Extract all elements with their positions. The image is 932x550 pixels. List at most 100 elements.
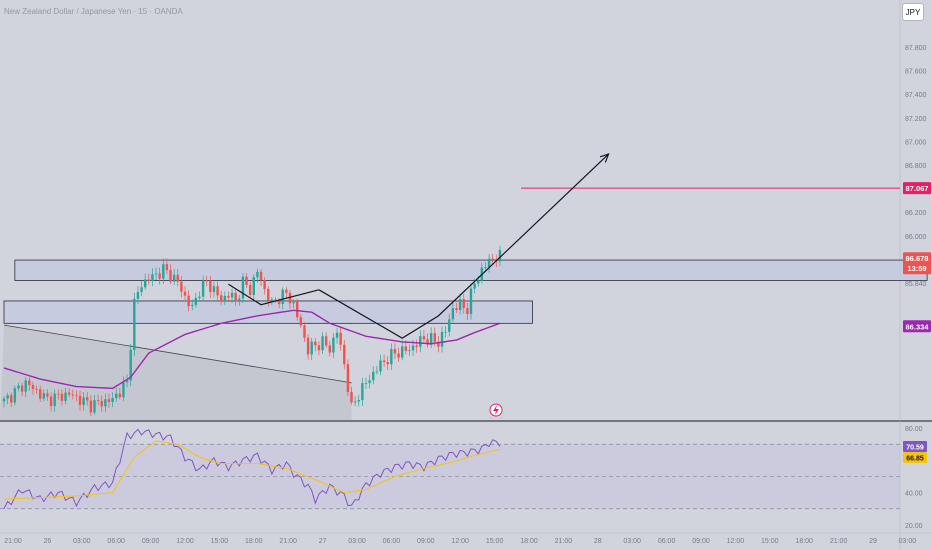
candle-body bbox=[462, 299, 465, 309]
candle-body bbox=[154, 273, 158, 275]
candle-body bbox=[285, 289, 288, 293]
rsi-label-rsi bbox=[903, 441, 927, 452]
candle-body bbox=[57, 393, 60, 395]
rsi-label-text-rsi_ma: 66.85 bbox=[906, 456, 924, 463]
candle-body bbox=[458, 299, 462, 311]
candle-body bbox=[469, 288, 473, 314]
candle-body bbox=[71, 394, 74, 396]
candle-body bbox=[234, 292, 237, 301]
candle-body bbox=[6, 395, 9, 399]
candle-body bbox=[86, 397, 89, 401]
candle-body bbox=[28, 380, 31, 386]
currency-button[interactable]: JPY bbox=[902, 3, 924, 21]
time-tick-label: 21:00 bbox=[4, 538, 22, 545]
candle-body bbox=[227, 295, 230, 298]
candle-body bbox=[2, 398, 6, 402]
candle-body bbox=[46, 393, 49, 397]
candle-body bbox=[422, 336, 426, 340]
candle-body bbox=[259, 271, 263, 281]
candle-body bbox=[372, 371, 375, 381]
candle-body bbox=[252, 277, 255, 295]
price-tick-label: 87.200 bbox=[905, 116, 927, 123]
time-tick-label: 09:00 bbox=[692, 538, 710, 545]
candle-body bbox=[209, 280, 212, 293]
candle-body bbox=[448, 319, 451, 332]
pattern-drawing bbox=[228, 283, 320, 306]
candle-body bbox=[473, 283, 476, 289]
candle-body bbox=[277, 300, 281, 305]
candle-body bbox=[274, 299, 277, 301]
candle-body bbox=[491, 258, 494, 260]
candle-body bbox=[49, 396, 53, 407]
candle-body bbox=[241, 276, 245, 299]
price-label-text-last: 86.678 bbox=[906, 254, 929, 263]
candle-body bbox=[53, 393, 56, 407]
candle-body bbox=[220, 295, 223, 302]
descending-trendline bbox=[3, 324, 352, 384]
candle-body bbox=[20, 385, 24, 392]
time-tick-label: 03:00 bbox=[899, 538, 917, 545]
rsi-axis-tick: 80.00 bbox=[905, 426, 923, 433]
candle-body bbox=[324, 336, 328, 346]
candle-body bbox=[230, 292, 234, 298]
candle-body bbox=[169, 270, 172, 282]
candle-body bbox=[270, 299, 274, 302]
time-tick-label: 26 bbox=[44, 538, 52, 545]
candle-body bbox=[335, 332, 339, 338]
candle-body bbox=[321, 336, 324, 351]
candle-body bbox=[296, 301, 299, 318]
time-tick-label: 27 bbox=[319, 538, 327, 545]
time-tick-label: 18:00 bbox=[795, 538, 813, 545]
moving-average-line bbox=[3, 309, 501, 390]
candle-body bbox=[147, 279, 150, 282]
candle-body bbox=[433, 333, 436, 342]
symbol-title: New Zealand Dollar / Japanese Yen · 15 ·… bbox=[4, 7, 183, 16]
candle-body bbox=[426, 339, 429, 345]
candle-body bbox=[256, 271, 259, 278]
candle-body bbox=[78, 395, 82, 405]
candle-body bbox=[390, 349, 393, 365]
candle-body bbox=[245, 276, 248, 285]
candle-body bbox=[314, 341, 317, 346]
time-tick-label: 21:00 bbox=[555, 538, 573, 545]
candle-body bbox=[111, 398, 114, 402]
candle-body bbox=[451, 308, 455, 320]
rsi-line bbox=[3, 428, 501, 510]
candle-body bbox=[379, 360, 382, 372]
candle-body bbox=[198, 296, 201, 298]
candle-body bbox=[176, 274, 179, 282]
candle-body bbox=[437, 341, 440, 347]
candle-body bbox=[151, 274, 154, 282]
candle-body bbox=[143, 279, 147, 288]
candle-body bbox=[343, 344, 346, 365]
candle-body bbox=[82, 397, 85, 405]
lightning-icon-glyph bbox=[493, 405, 499, 415]
rsi-ma-line bbox=[3, 440, 501, 500]
trend-shading bbox=[0, 325, 352, 420]
time-axis[interactable]: 21:00 26 03:00 06:00 09:00 12:00 15:00 18:00 21:… bbox=[4, 538, 916, 545]
time-tick-label: 21:00 bbox=[279, 538, 297, 545]
time-tick-label: 21:00 bbox=[830, 538, 848, 545]
candle-body bbox=[180, 281, 183, 292]
candle-body bbox=[267, 288, 270, 302]
candle-body bbox=[310, 341, 313, 355]
lightning-icon[interactable] bbox=[489, 403, 503, 417]
candle-body bbox=[162, 264, 165, 279]
candle-body bbox=[172, 274, 176, 282]
candle-body bbox=[361, 383, 364, 401]
price-tick-label: 87.400 bbox=[905, 92, 927, 99]
time-tick-label: 15:00 bbox=[761, 538, 779, 545]
price-label-ma bbox=[903, 320, 931, 333]
candle-body bbox=[194, 297, 198, 305]
time-tick-label: 06:00 bbox=[658, 538, 676, 545]
candle-body bbox=[419, 336, 422, 347]
candle-body bbox=[136, 292, 140, 299]
candle-body bbox=[140, 287, 143, 293]
price-tick-label: 86.800 bbox=[905, 163, 927, 170]
candle-body bbox=[248, 284, 252, 295]
candle-body bbox=[364, 383, 368, 384]
candle-body bbox=[24, 380, 27, 392]
candle-body bbox=[183, 291, 187, 296]
time-tick-label: 03:00 bbox=[623, 538, 641, 545]
